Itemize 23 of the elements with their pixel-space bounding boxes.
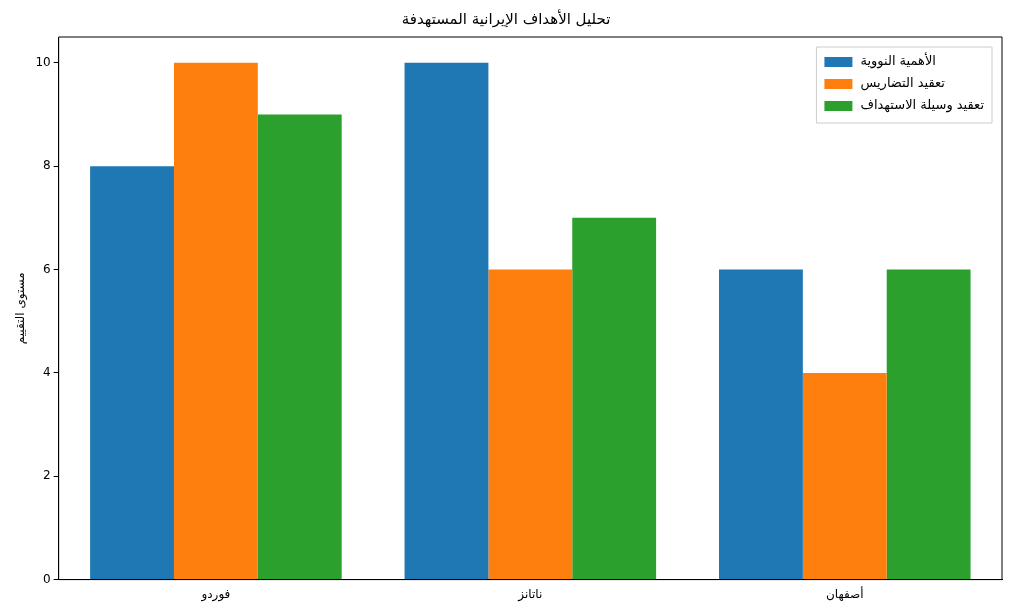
y-axis-title: مستوى التقييم [13,272,29,345]
legend-label: تعقيد التضاريس [860,75,946,92]
y-tick-label: 4 [43,365,51,380]
legend-label: تعقيد وسيلة الاستهداف [860,97,985,114]
y-tick-label: 8 [43,158,51,173]
bar [719,269,803,580]
chart-title: تحليل الأهداف الإيرانية المستهدفة [401,8,611,28]
x-tick-label: أصفهان [825,585,864,601]
y-tick-label: 0 [43,571,51,586]
bar [488,269,573,580]
legend-label: الأهمية النووية [860,52,936,70]
bar [90,166,174,580]
y-tick-label: 6 [43,261,51,276]
y-tick-label: 2 [43,468,51,483]
bar [257,114,342,580]
bar [404,62,489,580]
bar [572,217,657,580]
x-tick-label: ناتانز [517,586,543,602]
bar [802,372,887,580]
bar [173,62,258,580]
x-tick-label: فوردو [200,586,231,602]
y-tick-label: 10 [35,54,51,69]
bar [886,269,971,580]
